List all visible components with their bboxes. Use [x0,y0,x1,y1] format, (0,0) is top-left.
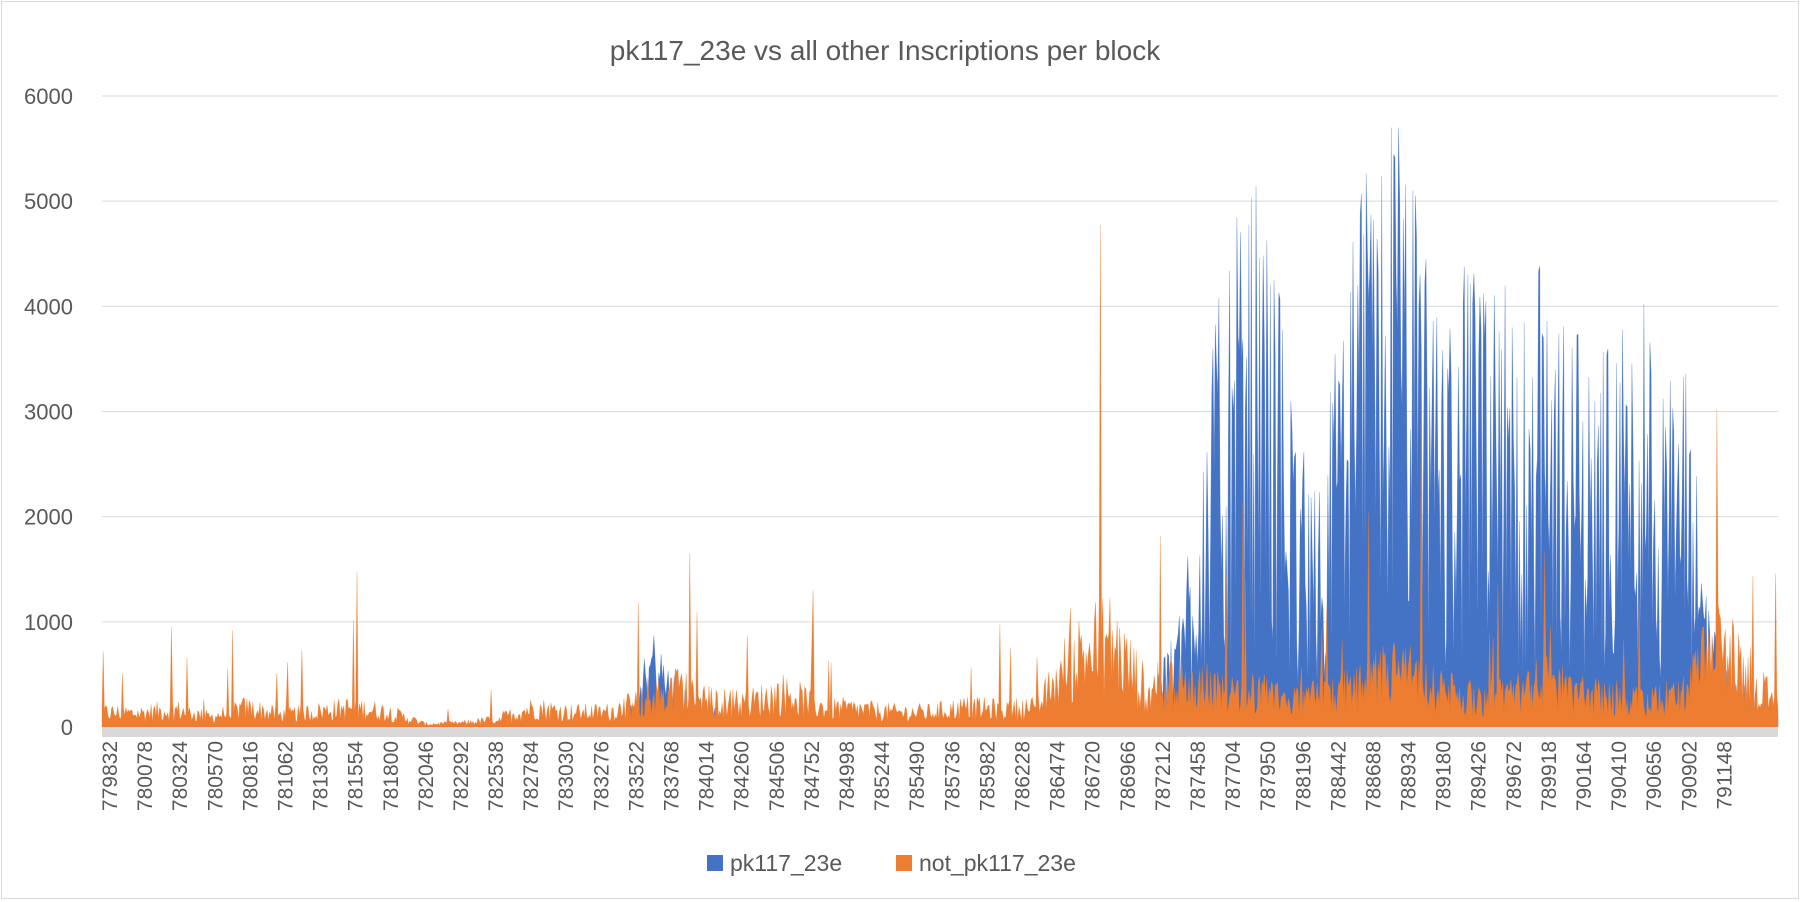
x-tick-label: 784260 [731,741,754,811]
legend-swatch-pk117-23e [707,855,723,871]
y-tick-label: 3000 [24,400,73,425]
x-tick-label: 788688 [1363,741,1386,811]
x-tick-label: 782046 [415,741,438,811]
x-tick-label: 783030 [555,741,578,811]
x-tick-label: 790410 [1608,741,1631,811]
x-tick-label: 782784 [520,741,543,811]
x-tick-label: 781800 [380,741,403,811]
x-tick-label: 790656 [1643,741,1666,811]
legend-swatch-not-pk117-23e [896,855,912,871]
x-tick-label: 784014 [696,741,719,811]
x-tick-label: 781062 [275,741,298,811]
x-tick-label: 780078 [134,741,157,811]
x-tick-label: 790164 [1573,741,1596,811]
x-tick-label: 780816 [239,741,262,811]
x-tick-label: 785736 [941,741,964,811]
y-tick-label: 6000 [24,84,73,109]
legend-label-not-pk117-23e: not_pk117_23e [919,850,1076,876]
x-tick-label: 783768 [661,741,684,811]
x-tick-label: 783522 [625,741,648,811]
y-tick-label: 5000 [24,189,73,214]
y-tick-label: 4000 [24,294,73,319]
chart-title: pk117_23e vs all other Inscriptions per … [610,35,1161,66]
x-tick-label: 788196 [1292,741,1315,811]
x-tick-label: 784998 [836,741,859,811]
y-axis-ticks: 0 1000 2000 3000 4000 5000 6000 [24,84,73,740]
x-tick-label: 781554 [345,741,368,811]
x-tick-label: 786228 [1012,741,1035,811]
series-layer [101,127,1779,728]
series-area-not-pk117-23e [101,224,1779,728]
x-tick-label: 789918 [1538,741,1561,811]
x-tick-label: 780570 [204,741,227,811]
x-tick-label: 785982 [976,741,999,811]
x-tick-label: 786720 [1082,741,1105,811]
y-tick-label: 1000 [24,610,73,635]
x-tick-label: 785490 [906,741,929,811]
x-tick-label: 789180 [1433,741,1456,811]
x-tick-label: 786474 [1047,741,1070,811]
x-tick-label: 789426 [1468,741,1491,811]
legend: pk117_23e not_pk117_23e [707,850,1076,876]
x-tick-label: 788442 [1327,741,1350,811]
x-tick-label: 789672 [1503,741,1526,811]
x-tick-label: 784752 [801,741,824,811]
legend-label-pk117-23e: pk117_23e [730,850,842,876]
x-tick-label: 780324 [169,741,192,811]
x-axis-ticks: 779832 780078 780324 780570 780816 781062 7813… [99,741,1736,811]
x-tick-label: 787212 [1152,741,1175,811]
x-tick-label: 783276 [590,741,613,811]
x-tick-label: 785244 [871,741,894,811]
x-tick-label: 779832 [99,741,122,811]
x-tick-label: 782538 [485,741,508,811]
x-tick-label: 787458 [1187,741,1210,811]
x-tick-label: 784506 [766,741,789,811]
x-tick-label: 788934 [1398,741,1421,811]
x-tick-label: 791148 [1713,741,1736,810]
x-tick-label: 786966 [1117,741,1140,811]
baseline [102,727,1778,737]
x-tick-label: 781308 [310,741,333,811]
x-tick-label: 787704 [1222,741,1245,811]
y-tick-label: 0 [61,715,73,740]
x-axis-baseline [102,727,1778,737]
x-tick-label: 782292 [450,741,473,811]
x-tick-label: 790902 [1678,741,1701,811]
y-tick-label: 2000 [24,505,73,530]
x-tick-label: 787950 [1257,741,1280,811]
